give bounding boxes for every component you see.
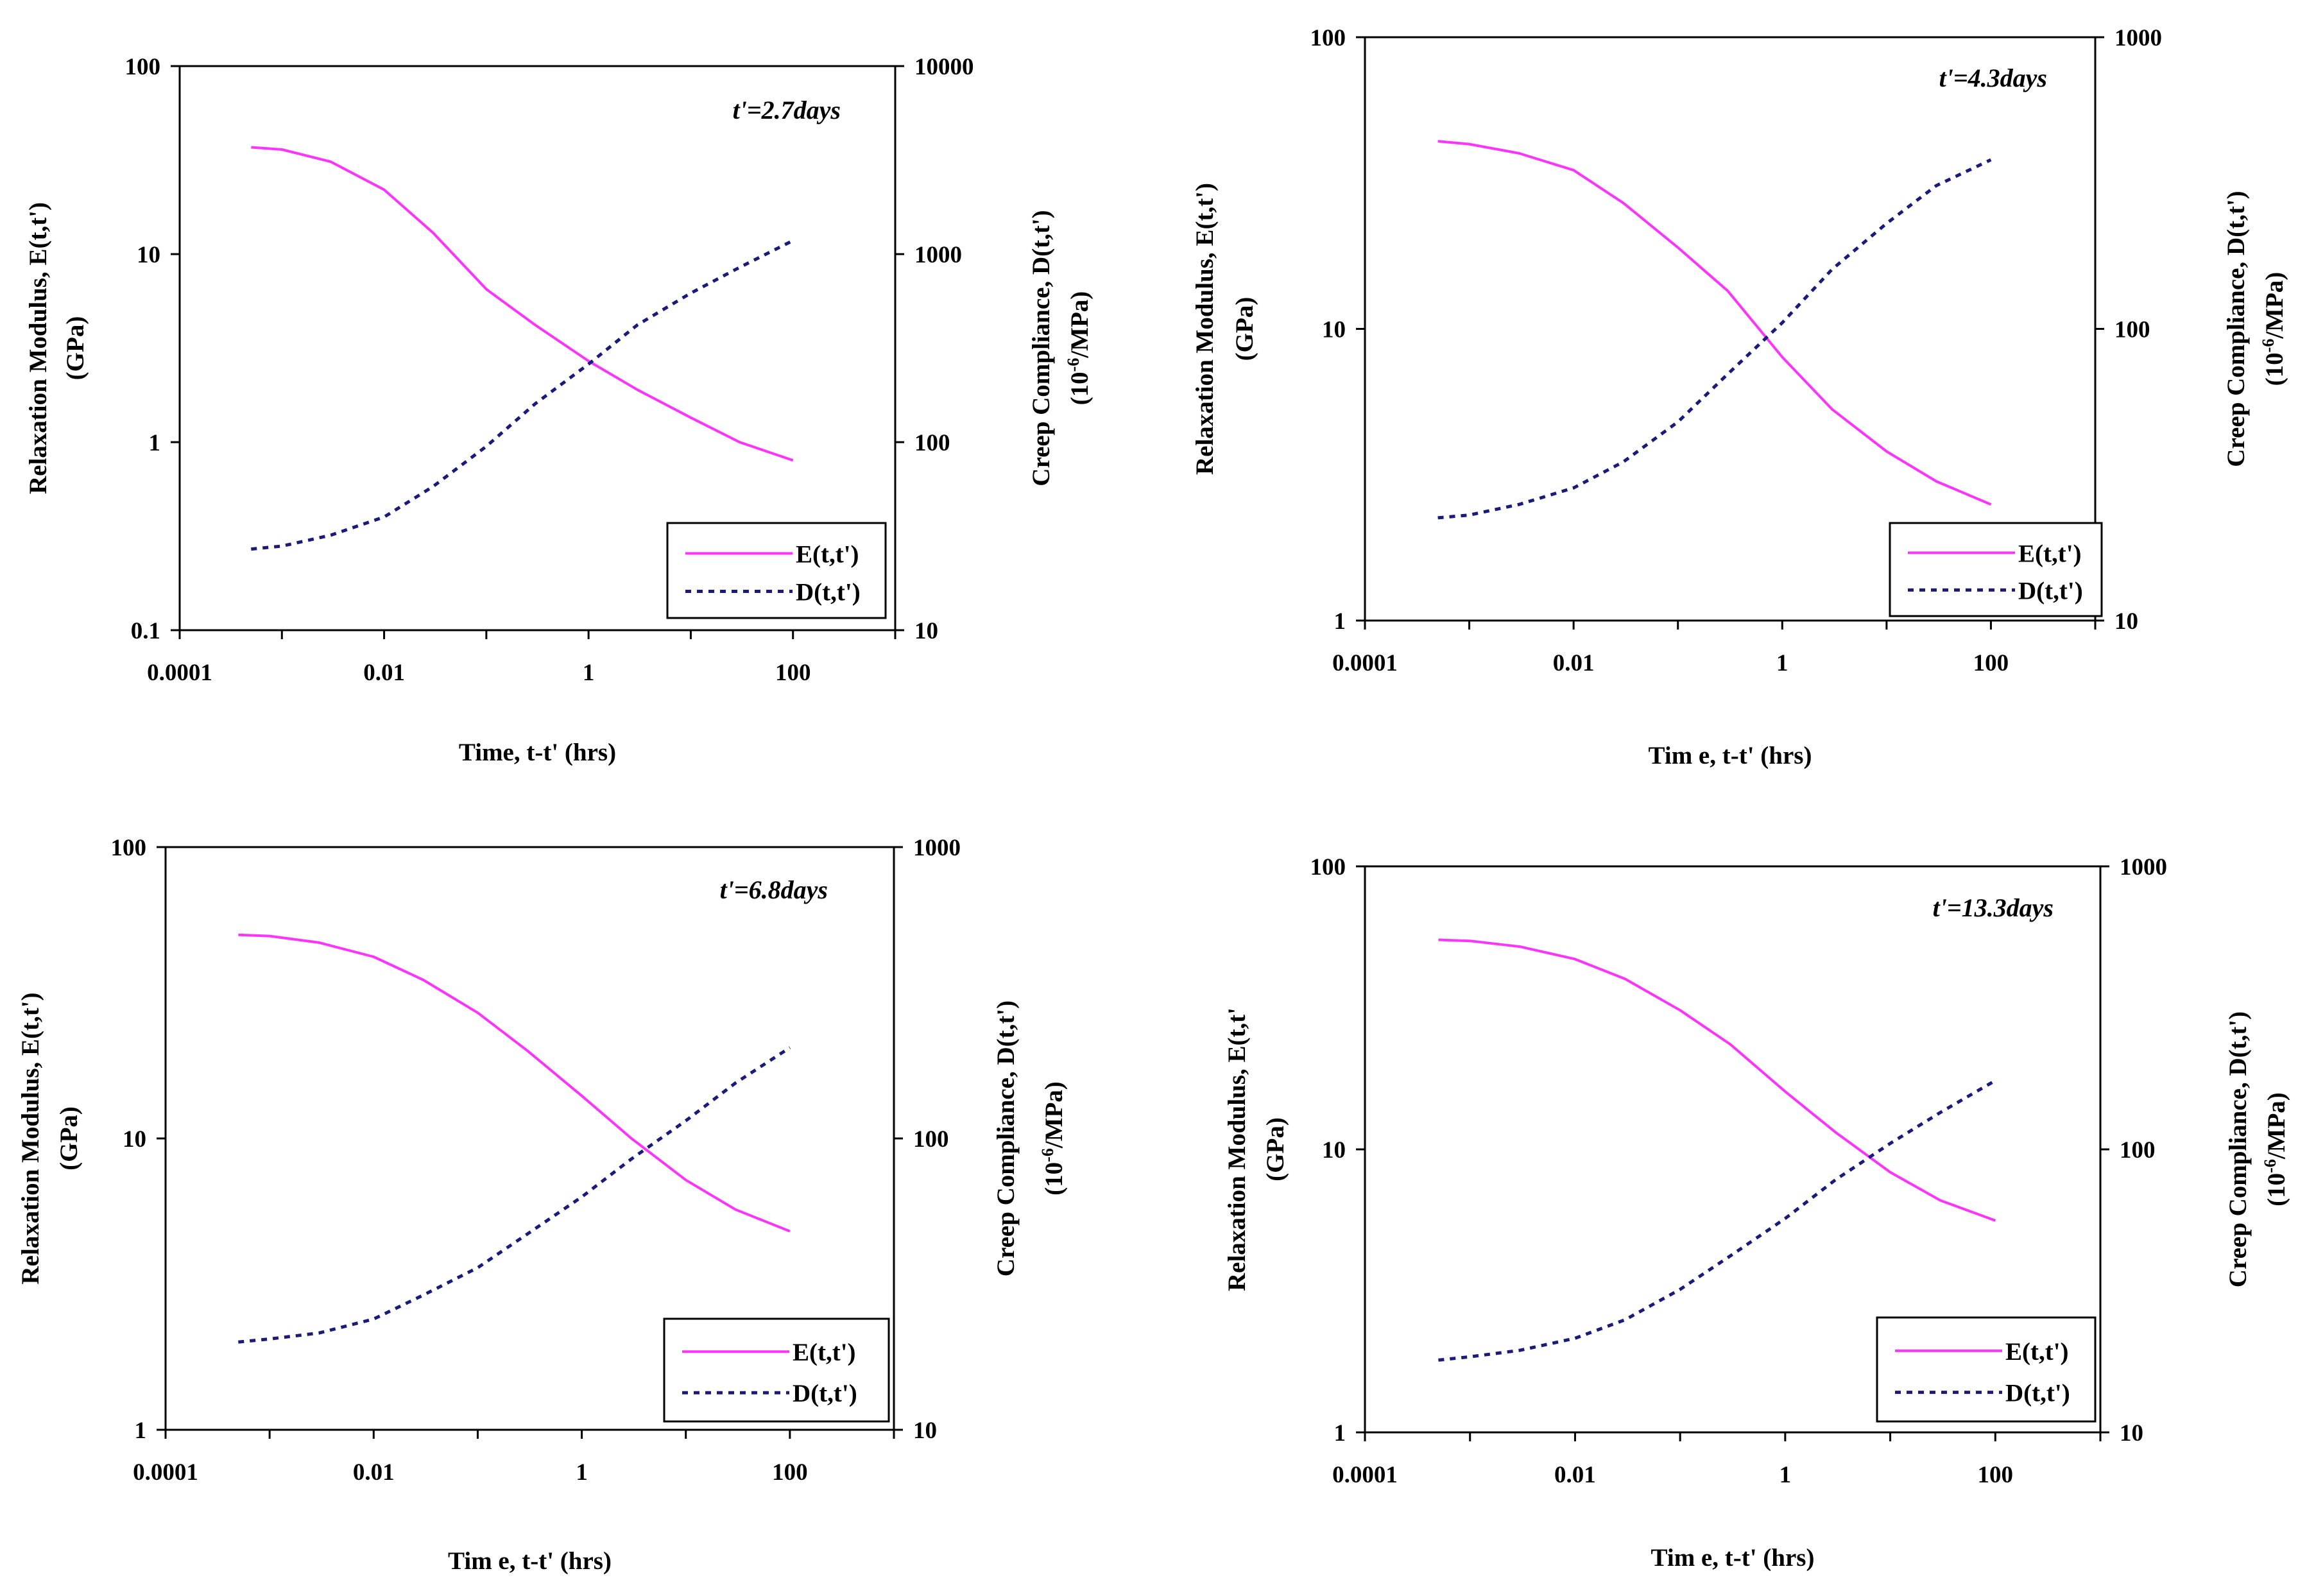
y-tick-label: 0.1 <box>131 618 160 644</box>
x-axis-title: Time, t-t' (hrs) <box>459 739 616 766</box>
chart-panel-1: 0.0001 0.01 1 100 0.1 1 10 100 10 100 1000 10000 t'=… <box>24 54 1093 766</box>
x-tick-label: 0.01 <box>353 1459 395 1486</box>
y-tick-label: 10 <box>123 1126 146 1153</box>
legend-box <box>1876 1316 2097 1423</box>
chart-panel-2: 0.0001 0.01 1 100 1 10 100 10 100 1000 t'=4.3days T… <box>1191 25 2288 769</box>
y2-tick-label: 1000 <box>913 835 961 861</box>
x-tick-label: 100 <box>1973 650 2009 676</box>
x-tick-label: 0.01 <box>1554 1462 1596 1488</box>
x-tick-label: 0.0001 <box>147 660 212 686</box>
series-line-D <box>238 1046 791 1344</box>
y2-axis-title: Creep Compliance, D(t,t') <box>1027 210 1055 486</box>
y-axis-unit: (GPa) <box>1231 297 1258 361</box>
y-tick-label: 10 <box>1322 1137 1346 1163</box>
x-tick-label: 1 <box>1780 1462 1792 1488</box>
x-axis-title: Tim e, t-t' (hrs) <box>448 1547 612 1575</box>
y2-tick-label: 10 <box>2120 1420 2143 1446</box>
y2-tick-label: 10 <box>914 618 938 644</box>
series-line-E <box>1437 140 1992 506</box>
y-axis-title: Relaxation Modulus, E(t,t' <box>1223 1008 1251 1291</box>
y2-tick-label: 100 <box>913 1126 949 1153</box>
y2-tick-label: 100 <box>2114 317 2150 343</box>
legend-label-E: E(t,t') <box>2005 1338 2069 1366</box>
y2-tick-label: 1000 <box>914 242 962 268</box>
legend-label-D: D(t,t') <box>2018 577 2083 605</box>
y2-tick-label: 1000 <box>2120 854 2167 880</box>
y2-axis-unit: (10-6/MPa) <box>1038 1081 1068 1196</box>
series-line-D <box>1437 158 1992 520</box>
x-tick-label: 0.0001 <box>1332 650 1398 676</box>
series-line-E <box>238 933 791 1233</box>
legend-label-E: E(t,t') <box>793 1339 856 1366</box>
x-tick-label: 1 <box>1776 650 1788 676</box>
legend-label-D: D(t,t') <box>2005 1380 2070 1407</box>
y2-tick-label: 10000 <box>914 54 974 80</box>
legend-box <box>663 1317 890 1423</box>
x-tick-label: 0.01 <box>363 660 405 686</box>
x-tick-label: 0.01 <box>1553 650 1595 676</box>
legend-box <box>1889 522 2103 617</box>
x-axis-title: Tim e, t-t' (hrs) <box>1649 742 1812 769</box>
y-tick-label: 100 <box>125 54 161 80</box>
x-axis-title: Tim e, t-t' (hrs) <box>1651 1544 1815 1572</box>
y-axis-unit: (GPa) <box>62 316 89 381</box>
y2-axis-unit: (10-6/MPa) <box>2259 272 2288 386</box>
chart-annotation: t'=13.3days <box>1933 893 2054 922</box>
y-tick-label: 100 <box>111 835 147 861</box>
series-line-D <box>1438 1079 1996 1362</box>
y-tick-label: 10 <box>1322 317 1346 343</box>
x-tick-label: 100 <box>775 660 811 686</box>
y-axis-title: Relaxation Modulus, E(t,t') <box>24 202 52 494</box>
series-line-E <box>1438 938 1996 1222</box>
y2-tick-label: 100 <box>2120 1137 2156 1163</box>
chart-annotation: t'=2.7days <box>733 96 841 124</box>
legend-label-E: E(t,t') <box>796 540 859 568</box>
x-tick-label: 100 <box>1978 1462 2014 1488</box>
legend-label-D: D(t,t') <box>793 1380 857 1407</box>
y2-tick-label: 10 <box>2114 608 2138 635</box>
y2-tick-label: 100 <box>914 430 950 456</box>
x-tick-label: 100 <box>772 1459 808 1486</box>
y-tick-label: 1 <box>1334 608 1346 635</box>
legend-label-E: E(t,t') <box>2018 540 2082 567</box>
y-axis-title: Relaxation Modulus, E(t,t') <box>17 992 44 1284</box>
y-axis-unit: (GPa) <box>1262 1117 1289 1181</box>
legend-box <box>666 522 887 619</box>
series-line-D <box>251 239 794 551</box>
x-tick-label: 0.0001 <box>133 1459 198 1486</box>
y-tick-label: 100 <box>1310 25 1346 51</box>
y-axis-title: Relaxation Modulus, E(t,t') <box>1191 183 1219 475</box>
y2-axis-title: Creep Compliance, D(t,t') <box>992 1000 1020 1276</box>
chart-panel-4: 0.0001 0.01 1 100 1 10 100 10 100 1000 t'=13.3days… <box>1223 854 2290 1572</box>
legend-label-D: D(t,t') <box>796 579 861 606</box>
chart-annotation: t'=6.8days <box>720 875 828 904</box>
y-tick-label: 1 <box>149 430 161 456</box>
x-tick-label: 0.0001 <box>1332 1462 1398 1488</box>
chart-panel-3: 0.0001 0.01 1 100 1 10 100 10 100 1000 t'=6.8days T… <box>17 835 1068 1575</box>
y2-axis-unit: (10-6/MPa) <box>1064 291 1093 406</box>
y-tick-label: 1 <box>135 1418 147 1444</box>
y-axis-unit: (GPa) <box>55 1106 83 1171</box>
y2-axis-title: Creep Compliance, D(t,t') <box>2224 1011 2252 1287</box>
x-tick-label: 1 <box>583 660 595 686</box>
y2-axis-title: Creep Compliance, D(t,t') <box>2222 191 2250 467</box>
x-tick-label: 1 <box>576 1459 588 1486</box>
y-tick-label: 1 <box>1334 1420 1346 1446</box>
y-tick-label: 100 <box>1310 854 1346 880</box>
y2-tick-label: 10 <box>913 1418 937 1444</box>
chart-annotation: t'=4.3days <box>1939 64 2047 92</box>
y2-tick-label: 1000 <box>2114 25 2162 51</box>
y2-axis-unit: (10-6/MPa) <box>2261 1092 2290 1206</box>
series-line-E <box>251 146 794 462</box>
y-tick-label: 10 <box>137 242 160 268</box>
